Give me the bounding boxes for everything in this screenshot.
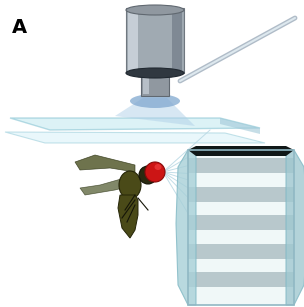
Bar [188, 272, 294, 287]
Polygon shape [5, 132, 265, 143]
Bar [172, 10, 182, 71]
Bar [188, 150, 294, 305]
Bar [188, 158, 294, 173]
Ellipse shape [154, 164, 161, 170]
Polygon shape [176, 150, 196, 305]
Ellipse shape [145, 162, 165, 182]
Polygon shape [80, 175, 135, 195]
Bar [141, 71, 169, 96]
Ellipse shape [126, 68, 184, 78]
Polygon shape [188, 146, 294, 156]
Polygon shape [118, 195, 138, 238]
Bar [143, 73, 149, 94]
Polygon shape [115, 98, 195, 126]
Polygon shape [286, 150, 304, 305]
Bar [128, 10, 138, 71]
Ellipse shape [130, 94, 180, 108]
Polygon shape [75, 155, 135, 172]
Polygon shape [188, 150, 294, 305]
Ellipse shape [139, 166, 157, 184]
Polygon shape [220, 118, 260, 134]
Text: A: A [12, 18, 27, 37]
Polygon shape [10, 118, 260, 130]
Ellipse shape [126, 5, 184, 15]
Bar [188, 187, 294, 202]
Ellipse shape [119, 171, 141, 199]
Bar [188, 215, 294, 230]
FancyBboxPatch shape [126, 8, 184, 73]
Bar [188, 244, 294, 259]
